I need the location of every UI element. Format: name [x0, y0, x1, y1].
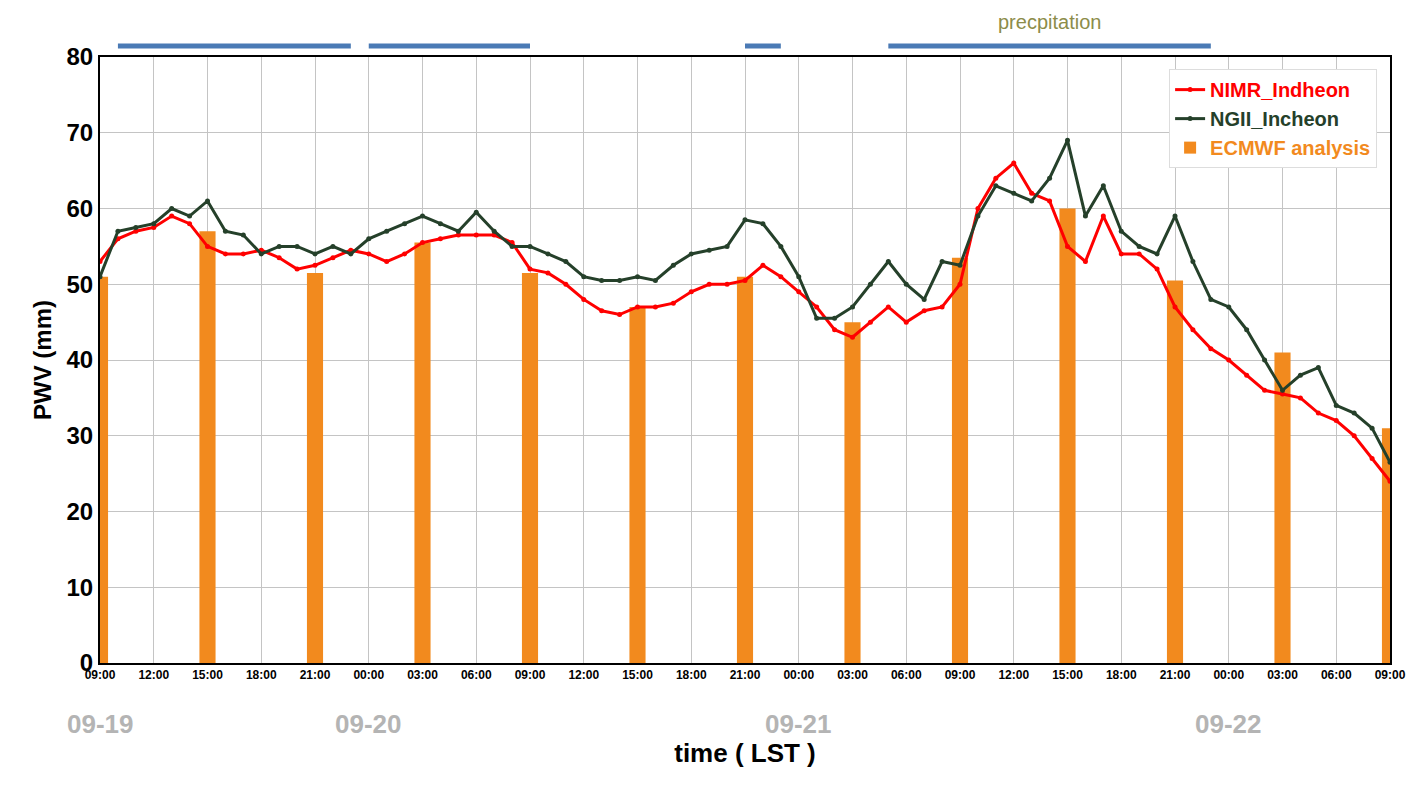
svg-text:20: 20	[66, 498, 93, 525]
svg-text:09:00: 09:00	[945, 668, 976, 682]
svg-text:03:00: 03:00	[407, 668, 438, 682]
svg-text:09-20: 09-20	[335, 709, 402, 739]
svg-text:60: 60	[66, 195, 93, 222]
svg-text:15:00: 15:00	[192, 668, 223, 682]
svg-text:50: 50	[66, 271, 93, 298]
svg-text:0: 0	[80, 649, 93, 676]
svg-text:80: 80	[66, 43, 93, 70]
svg-text:21:00: 21:00	[1160, 668, 1191, 682]
svg-text:18:00: 18:00	[1106, 668, 1137, 682]
svg-text:06:00: 06:00	[891, 668, 922, 682]
svg-text:ECMWF analysis: ECMWF analysis	[1210, 137, 1370, 159]
svg-text:30: 30	[66, 422, 93, 449]
svg-text:00:00: 00:00	[353, 668, 384, 682]
svg-text:40: 40	[66, 346, 93, 373]
svg-text:10: 10	[66, 574, 93, 601]
svg-text:09:00: 09:00	[85, 668, 116, 682]
svg-text:15:00: 15:00	[1052, 668, 1083, 682]
svg-text:06:00: 06:00	[1321, 668, 1352, 682]
svg-text:12:00: 12:00	[998, 668, 1029, 682]
svg-text:09-19: 09-19	[67, 709, 134, 739]
svg-text:09:00: 09:00	[1375, 668, 1406, 682]
svg-text:12:00: 12:00	[138, 668, 169, 682]
svg-text:00:00: 00:00	[783, 668, 814, 682]
svg-text:18:00: 18:00	[676, 668, 707, 682]
svg-text:18:00: 18:00	[246, 668, 277, 682]
svg-text:time ( LST ): time ( LST )	[674, 738, 816, 768]
svg-text:03:00: 03:00	[1267, 668, 1298, 682]
svg-text:15:00: 15:00	[622, 668, 653, 682]
svg-text:NGII_Incheon: NGII_Incheon	[1210, 108, 1339, 130]
svg-text:21:00: 21:00	[730, 668, 761, 682]
svg-text:09-21: 09-21	[765, 709, 832, 739]
svg-text:precpitation: precpitation	[998, 11, 1101, 33]
svg-text:70: 70	[66, 119, 93, 146]
svg-text:21:00: 21:00	[300, 668, 331, 682]
svg-text:03:00: 03:00	[837, 668, 868, 682]
svg-text:00:00: 00:00	[1213, 668, 1244, 682]
svg-text:06:00: 06:00	[461, 668, 492, 682]
svg-text:09-22: 09-22	[1195, 709, 1262, 739]
svg-text:NIMR_Indheon: NIMR_Indheon	[1210, 79, 1350, 101]
svg-text:PWV (mm): PWV (mm)	[29, 300, 56, 420]
svg-text:12:00: 12:00	[568, 668, 599, 682]
svg-text:09:00: 09:00	[515, 668, 546, 682]
